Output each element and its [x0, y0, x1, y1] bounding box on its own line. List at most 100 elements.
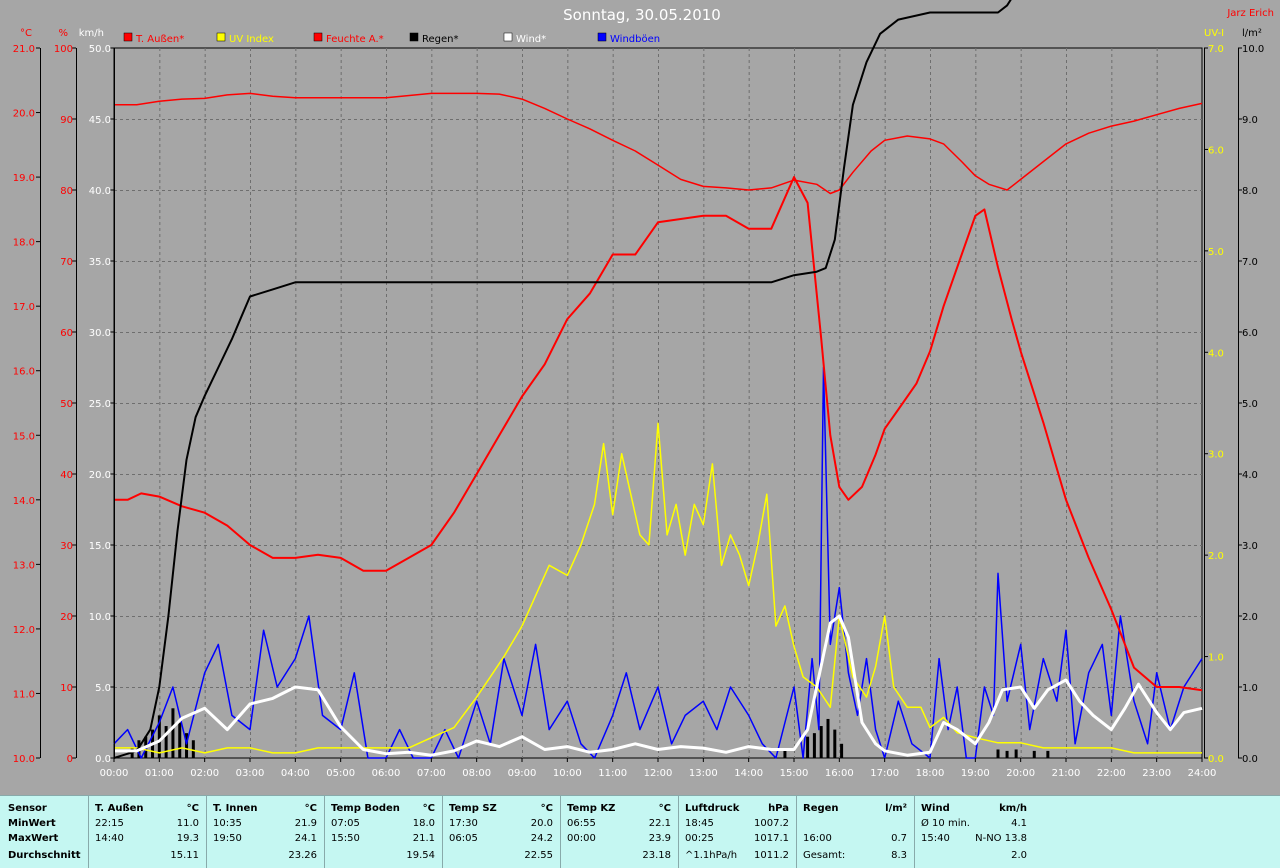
- stats-value: 19.3: [176, 833, 199, 844]
- temp-tick-label: 12.0: [13, 625, 35, 636]
- x-tick-label: 01:00: [145, 768, 174, 779]
- rain-tick-label: 2.0: [1242, 612, 1258, 623]
- stats-value: 15.11: [170, 850, 199, 861]
- temp-tick-label: 19.0: [13, 173, 35, 184]
- stats-time: 16:00: [803, 833, 832, 844]
- x-tick-label: 10:00: [553, 768, 582, 779]
- stats-section-unit: l/m²: [885, 803, 907, 814]
- x-tick-label: 04:00: [281, 768, 310, 779]
- rain-bar: [826, 718, 830, 758]
- statistics-panel: Sensor MinWert MaxWert Durchschnitt T. Außen…: [0, 795, 1280, 868]
- rain-tick-label: 6.0: [1242, 328, 1258, 339]
- stats-row-label: Sensor: [8, 803, 47, 814]
- stats-value: 19.54: [406, 850, 435, 861]
- humidity-unit-label: %: [58, 28, 68, 39]
- rain-bar: [806, 736, 810, 758]
- uv-tick-label: 1.0: [1208, 653, 1224, 664]
- rain-tick-label: 1.0: [1242, 683, 1258, 694]
- humidity-tick-label: 80: [60, 186, 73, 197]
- temp-tick-label: 15.0: [13, 431, 35, 442]
- stats-value: 1017.1: [754, 833, 789, 844]
- stats-section-name: Temp Boden: [331, 803, 400, 814]
- legend-label: Feuchte A.*: [326, 34, 384, 45]
- x-tick-label: 12:00: [644, 768, 673, 779]
- rain-tick-label: 8.0: [1242, 186, 1258, 197]
- temp-tick-label: 17.0: [13, 302, 35, 313]
- wind-tick-label: 45.0: [89, 115, 111, 126]
- rain-bar: [157, 715, 161, 758]
- chart-legend: T. Außen* UV Index Feuchte A.* Regen* Wind* W…: [123, 32, 660, 45]
- stats-section-unit: °C: [540, 803, 553, 814]
- x-tick-label: 20:00: [1006, 768, 1035, 779]
- stats-section: Regen l/m² 16:00 0.7 Gesamt: 8.3: [796, 796, 914, 868]
- stats-value: 11.0: [176, 818, 199, 829]
- stats-value: 21.1: [412, 833, 435, 844]
- rain-bar: [1032, 750, 1036, 758]
- stats-value: 4.1: [1011, 818, 1027, 829]
- uv-tick-label: 3.0: [1208, 450, 1224, 461]
- rain-bar: [783, 750, 787, 758]
- stats-section: T. Innen °C 10:35 21.9 19:50 24.1 23.26: [206, 796, 324, 868]
- legend-swatch: [503, 32, 513, 42]
- stats-section-name: Wind: [921, 803, 950, 814]
- x-tick-label: 18:00: [916, 768, 945, 779]
- weather-chart: 10.0 11.0 12.0 13.0 14.0 15.0 16.0 17.0 18.0 19.0…: [0, 0, 1280, 795]
- stats-section: T. Außen °C 22:15 11.0 14:40 19.3 15.11: [88, 796, 206, 868]
- wind-unit-label: km/h: [79, 28, 104, 39]
- stats-value: 1007.2: [754, 818, 789, 829]
- chart-axes: 10.0 11.0 12.0 13.0 14.0 15.0 16.0 17.0 18.0 19.0…: [13, 28, 1265, 779]
- stats-section-name: Temp KZ: [567, 803, 616, 814]
- stats-row-label: MinWert: [8, 818, 56, 829]
- rain-tick-label: 9.0: [1242, 115, 1258, 126]
- rain-bar: [185, 733, 189, 758]
- legend-swatch: [313, 32, 323, 42]
- stats-time: 19:50: [213, 833, 242, 844]
- stats-row-label: Durchschnitt: [8, 850, 81, 861]
- stats-section: Temp KZ °C 06:55 22.1 00:00 23.9 23.18: [560, 796, 678, 868]
- x-tick-label: 06:00: [372, 768, 401, 779]
- stats-value: 24.2: [530, 833, 553, 844]
- humidity-tick-label: 50: [60, 399, 73, 410]
- temp-tick-label: 11.0: [13, 689, 35, 700]
- rain-bar: [819, 726, 823, 758]
- x-tick-label: 11:00: [598, 768, 627, 779]
- temp-tick-label: 13.0: [13, 560, 35, 571]
- stats-value: 18.0: [412, 818, 435, 829]
- rain-bar: [1005, 750, 1009, 758]
- stats-section-name: Luftdruck: [685, 803, 740, 814]
- temp-tick-label: 16.0: [13, 367, 35, 378]
- humidity-tick-label: 30: [60, 541, 73, 552]
- rain-tick-label: 10.0: [1242, 44, 1264, 55]
- stats-time: 00:00: [567, 833, 596, 844]
- series-line-t-au-en: [114, 176, 1203, 692]
- stats-time: 14:40: [95, 833, 124, 844]
- stats-section-name: T. Außen: [95, 803, 144, 814]
- rain-bar: [1014, 749, 1018, 758]
- x-tick-label: 22:00: [1097, 768, 1126, 779]
- stats-section-name: Regen: [803, 803, 839, 814]
- stats-value: 8.3: [891, 850, 907, 861]
- uv-tick-label: 6.0: [1208, 145, 1224, 156]
- humidity-tick-label: 0: [67, 754, 73, 765]
- x-tick-label: 05:00: [326, 768, 355, 779]
- stats-value: 22.1: [648, 818, 671, 829]
- x-tick-label: 13:00: [689, 768, 718, 779]
- stats-section: Wind km/h Ø 10 min. 4.1 15:40 N-NO 13.8 2.0: [914, 796, 1034, 868]
- stats-time: 06:05: [449, 833, 478, 844]
- stats-section-name: Temp SZ: [449, 803, 497, 814]
- stats-time: ^1.1hPa/h: [685, 850, 738, 861]
- stats-row-labels: Sensor MinWert MaxWert Durchschnitt: [0, 796, 88, 868]
- x-tick-label: 16:00: [825, 768, 854, 779]
- humidity-tick-label: 20: [60, 612, 73, 623]
- x-tick-label: 09:00: [508, 768, 537, 779]
- series-line-feuchte-a: [114, 92, 1203, 195]
- stats-value: 23.18: [642, 850, 671, 861]
- stats-time: 06:55: [567, 818, 596, 829]
- stats-time: Gesamt:: [803, 850, 846, 861]
- stats-section: Temp Boden °C 07:05 18.0 15:50 21.1 19.54: [324, 796, 442, 868]
- stats-section-unit: km/h: [999, 803, 1027, 814]
- stats-time: 18:45: [685, 818, 714, 829]
- stats-value: 1011.2: [754, 850, 789, 861]
- stats-section-unit: °C: [422, 803, 435, 814]
- chart-title: Sonntag, 30.05.2010: [563, 6, 721, 24]
